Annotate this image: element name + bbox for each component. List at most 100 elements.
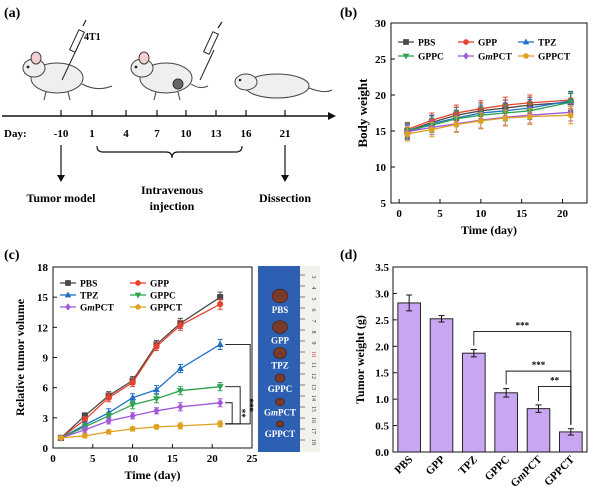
mouse-icon-left: [22, 51, 113, 101]
y-tick-label: 18: [37, 262, 49, 274]
data-point: [64, 291, 72, 298]
series-gppct: [404, 106, 574, 142]
legend-label: GPPCT: [150, 304, 183, 314]
y-tick-label: 3: [43, 413, 49, 425]
chart-b-xlabel: Time (day): [461, 223, 517, 237]
legend-entry-pbs: PBS: [398, 39, 435, 49]
x-tick-label: 15: [516, 208, 528, 220]
legend-entry-tpz: TPZ: [60, 291, 98, 302]
legend-label: TPZ: [80, 292, 98, 302]
data-point: [129, 393, 137, 401]
data-point: [57, 434, 65, 441]
legend-entry-gppct: GPPCT: [130, 304, 183, 314]
y-tick-label: 2.0: [375, 341, 389, 353]
tumor-sample-label: GPPC: [268, 384, 293, 394]
legend-label: PBS: [418, 39, 435, 49]
x-tick-label: GPP: [424, 453, 448, 477]
day-prefix: Day:: [4, 128, 27, 140]
data-point: [153, 406, 160, 415]
data-point: [402, 53, 410, 60]
legend-label: GPPC: [150, 292, 176, 302]
y-tick-label: 6: [43, 383, 49, 395]
y-tick-label: 3.5: [375, 262, 389, 274]
tumor-sample-label: GPPCT: [265, 429, 296, 439]
x-tick-label: 25: [247, 453, 259, 465]
x-tick-label: PBS: [393, 454, 416, 477]
ruler-mark-label: 13: [310, 384, 316, 390]
legend-entry-gmpct: GmPCT: [458, 52, 512, 63]
data-point: [567, 99, 575, 107]
legend-entry-pbs: PBS: [60, 280, 97, 290]
ruler-mark-label: 16: [310, 417, 316, 423]
series-gppct: [57, 420, 224, 441]
ruler: [300, 266, 320, 452]
legend-entry-gppct: GPPCT: [518, 53, 571, 63]
tumor-sample-gppc: GPPC: [268, 373, 293, 394]
timeline-ticks: [60, 110, 286, 116]
data-point: [477, 117, 485, 124]
chart-c-content: 0 5 10 15 20 25 0 3 6 9 12 15 18 PBS GPP TPZ GPPC GmPCT GP…: [37, 262, 265, 465]
data-point: [404, 130, 411, 137]
panel-c: (c) 0 5 10 15 20 25 0 3 6 9 12 15 18 PBS GPP TPZ GPPC GmP…: [4, 248, 265, 482]
y-tick-label: 20: [375, 90, 387, 102]
tumor-model-label: Tumor model: [26, 191, 96, 205]
legend: PBS GPP TPZ GPPC GmPCT GPPCT: [60, 280, 183, 314]
series-gpp: [57, 298, 224, 441]
ruler-mark-label: 8: [310, 331, 316, 334]
legend-label: GPP: [478, 39, 497, 49]
ruler-mark-label: 14: [310, 395, 316, 401]
data-point: [152, 396, 160, 403]
tumor-sample-gppct: GPPCT: [265, 420, 296, 439]
data-point: [428, 126, 436, 133]
timeline-day-label: 13: [211, 128, 223, 140]
data-point: [216, 420, 224, 427]
injection-label-line2: injection: [150, 199, 195, 213]
data-point: [216, 340, 224, 347]
ruler-mark-label: 9: [310, 342, 316, 345]
tumor-sample-tpz: TPZ: [271, 347, 289, 371]
data-point: [523, 52, 529, 59]
y-tick-label: 5: [381, 198, 387, 210]
chart-b-ylabel: Body weight: [355, 78, 370, 148]
ruler-marks: 3 4 5 6 7 8 9 10 11 12 13 14 15 16 17 18: [300, 274, 316, 445]
timeline-day-label: -10: [54, 128, 69, 140]
x-tick-label: 0: [396, 208, 402, 220]
y-tick-label: 25: [375, 54, 387, 66]
y-tick-label: 1.0: [375, 394, 389, 406]
tumor-image: [275, 397, 285, 407]
data-point: [129, 425, 136, 432]
data-point: [526, 113, 534, 120]
x-tick-label: TPZ: [456, 454, 480, 478]
significance-bracket: [225, 402, 233, 425]
data-point: [105, 394, 112, 401]
data-point: [65, 280, 71, 286]
tumor-sample-gpp: GPP: [271, 320, 289, 346]
legend-label: GPPC: [418, 53, 444, 63]
mouse-icon-middle: [130, 51, 209, 101]
injection-bracket: [96, 145, 243, 159]
photo-tumors: PBS GPP TPZ GPPC GmPCT GPPCT: [264, 288, 296, 439]
data-point: [105, 416, 112, 425]
dissection-label: Dissection: [259, 191, 311, 205]
timeline-day-label: 4: [123, 128, 129, 140]
ruler-mark-label: 17: [310, 428, 316, 434]
data-point: [176, 364, 184, 372]
ruler-mark-label: 6: [310, 309, 316, 312]
data-point: [463, 39, 469, 45]
legend-entry-gpp: GPP: [458, 39, 497, 49]
y-tick-label: 0: [43, 443, 49, 455]
legend-entry-gpp: GPP: [130, 280, 169, 290]
data-point: [153, 343, 160, 350]
data-point: [105, 428, 112, 435]
data-point: [134, 292, 142, 299]
timeline-day-label: 1: [89, 128, 95, 140]
data-point: [216, 384, 224, 391]
chart-d-ylabel: Tumor weight (g): [353, 315, 367, 404]
tumor-sample-label: PBS: [272, 305, 289, 315]
timeline-day-label: 7: [154, 128, 160, 140]
timeline-day-label: 16: [241, 128, 253, 140]
